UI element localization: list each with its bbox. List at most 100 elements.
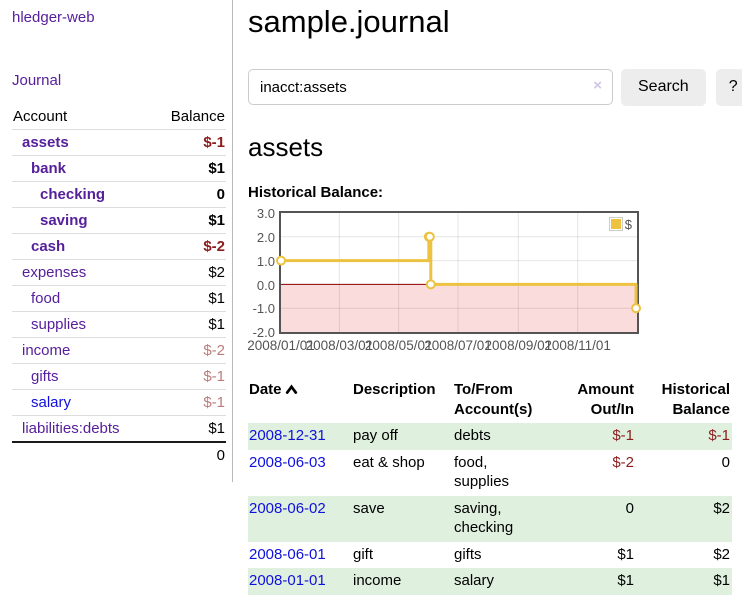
y-tick-label: 3.0 [256,206,275,222]
search-input[interactable] [248,69,613,106]
account-row: income $-2 [12,337,226,364]
account-balance: $1 [152,207,226,234]
transaction-balance: $2 [713,499,730,517]
account-link[interactable]: checking [40,186,106,203]
sidebar-nav: Journal [12,72,226,89]
transaction-accounts: saving, checking [454,499,514,537]
account-row: assets $-1 [12,129,226,156]
chart-plot-area: $ 2008/01/01 2008/03/01 2008/05/01 2008/07/… [247,211,642,356]
account-row: supplies $1 [12,311,226,338]
accounts-table: Account Balance assets $-1 bank $1 checking 0… [12,104,226,468]
sidebar-item-journal[interactable]: Journal [12,72,62,89]
account-balance: $-1 [152,363,226,390]
transaction-description: pay off [353,427,398,445]
account-balance: $1 [152,285,226,312]
table-row: 2008-06-02 save saving, checking 0 $2 [248,495,732,542]
table-row: 2008-01-01 income salary $1 $1 [248,568,732,595]
account-link[interactable]: salary [31,394,72,411]
transaction-description: save [353,499,385,517]
account-balance: $-2 [152,337,226,364]
account-row: gifts $-1 [12,363,226,390]
account-link[interactable]: bank [31,160,67,177]
account-row: bank $1 [12,155,226,182]
account-link[interactable]: food [31,290,61,307]
account-heading: assets [248,131,324,162]
transaction-accounts: salary [454,572,495,590]
account-balance: $1 [152,415,226,443]
accounts-total-spacer [12,441,153,468]
transaction-date-link[interactable]: 2008-06-01 [249,545,326,563]
transaction-date-link[interactable]: 2008-12-31 [249,427,326,445]
y-tick-label: -2.0 [252,325,275,341]
y-tick-label: 0.0 [256,277,275,293]
x-tick-label: 2008/09/01 [484,338,553,354]
x-tick-label: 2008/11/01 [544,338,611,354]
table-row: 2008-06-03 eat & shop food, supplies $-2 0 [248,450,732,496]
transaction-date-link[interactable]: 2008-06-02 [249,499,326,517]
transaction-amount: 0 [625,499,634,517]
date-header-label: Date [249,381,282,399]
transaction-amount: $1 [617,572,634,590]
transaction-amount: $-1 [612,427,634,445]
brand-link[interactable]: hledger-web [12,9,95,26]
account-balance: 0 [152,181,226,208]
account-balance: $1 [152,155,226,182]
search-box: × [248,69,613,106]
register-header-row: Date Description To/From Account(s) Amou… [248,377,732,423]
account-link[interactable]: assets [22,134,69,151]
account-link[interactable]: supplies [31,316,87,333]
transaction-description: gift [353,545,374,563]
account-row: cash $-2 [12,233,226,260]
account-link[interactable]: gifts [31,368,59,385]
table-row: 2008-06-01 gift gifts $1 $2 [248,542,732,569]
account-link[interactable]: liabilities:debts [22,420,120,437]
main-content: sample.journal × Search ? assets Histori… [233,0,742,615]
account-balance: $2 [152,259,226,286]
clear-search-icon[interactable]: × [593,77,602,95]
x-tick-label: 2008/03/01 [305,338,374,354]
account-row: food $1 [12,285,226,312]
register-header-amount: Amount Out/In [577,381,634,418]
account-balance: $-1 [152,389,226,416]
balance-chart: 3.0 2.0 1.0 0.0 -1.0 -2.0 $ 2008/01/01 2008/03… [247,207,735,356]
x-tick-label: 2008/07/01 [424,338,492,354]
legend-swatch-icon [608,217,623,232]
account-link[interactable]: cash [31,238,66,255]
accounts-header-balance: Balance [152,104,226,130]
account-link[interactable]: saving [40,212,88,229]
chart-heading: Historical Balance: [248,184,384,202]
help-button[interactable]: ? [715,68,742,106]
search-form: × Search ? [248,68,742,106]
transaction-balance: 0 [721,453,730,471]
register-header-balance: Historical Balance [661,381,730,418]
account-balance: $-2 [152,233,226,260]
register-header-description: Description [353,381,436,399]
transaction-amount: $1 [617,545,634,563]
register-header-date[interactable]: Date [248,377,347,423]
x-tick-label: 2008/01/01 [247,338,315,354]
page-title: sample.journal [248,4,450,39]
account-row: expenses $2 [12,259,226,286]
account-row: checking 0 [12,181,226,208]
chart-legend: $ [607,216,633,232]
y-tick-label: 2.0 [256,230,275,246]
transaction-description: eat & shop [353,453,425,471]
transaction-amount: $-2 [612,453,634,471]
legend-label: $ [624,216,632,232]
search-button[interactable]: Search [621,68,706,106]
transaction-date-link[interactable]: 2008-06-03 [249,453,326,471]
account-link[interactable]: expenses [22,264,87,281]
sidebar: hledger-web Journal Account Balance asse… [0,0,233,482]
transaction-description: income [353,572,402,590]
transaction-date-link[interactable]: 2008-01-01 [249,572,326,590]
account-link[interactable]: income [22,342,71,359]
accounts-header-account: Account [12,104,153,130]
register-table: Date Description To/From Account(s) Amou… [248,377,732,595]
account-row: saving $1 [12,207,226,234]
account-row: liabilities:debts $1 [12,415,226,443]
transaction-accounts: gifts [454,545,482,563]
accounts-total-value: 0 [152,441,226,468]
transaction-balance: $-1 [708,427,730,445]
accounts-total-row: 0 [12,441,226,468]
table-row: 2008-12-31 pay off debts $-1 $-1 [248,423,732,450]
